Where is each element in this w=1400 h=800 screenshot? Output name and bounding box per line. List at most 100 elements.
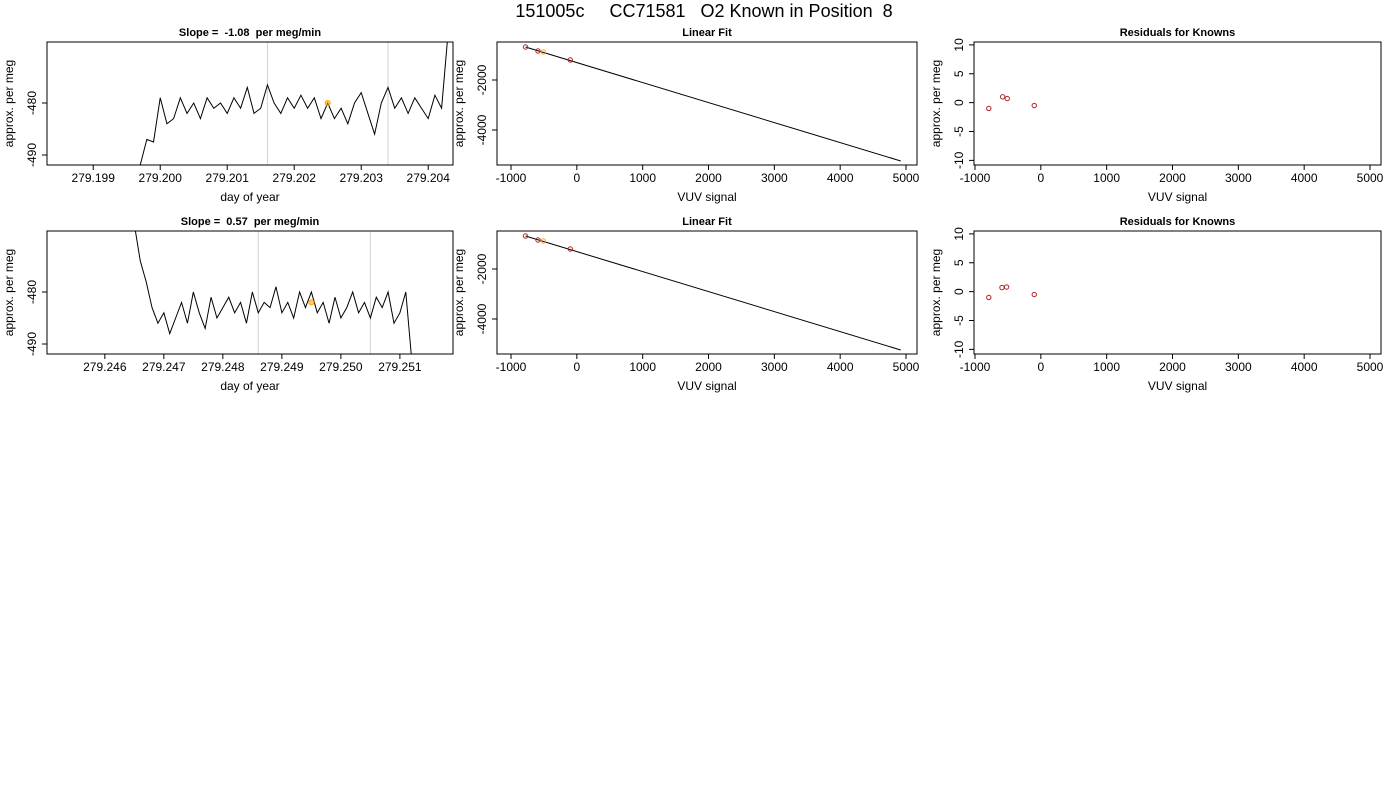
- x-tick-label: -1000: [960, 360, 991, 374]
- x-tick-label: 5000: [1357, 360, 1384, 374]
- x-tick-label: 279.202: [273, 171, 317, 185]
- x-tick-label: 5000: [1357, 171, 1384, 185]
- x-tick-label: 279.201: [206, 171, 250, 185]
- x-tick-label: 1000: [1093, 360, 1120, 374]
- y-tick-label: 10: [952, 38, 966, 52]
- point: [567, 246, 573, 252]
- x-tick-label: -1000: [496, 360, 527, 374]
- point: [1003, 284, 1010, 290]
- y-tick-label: 5: [952, 259, 966, 266]
- plot-frame: [973, 230, 1382, 355]
- point: [999, 94, 1006, 100]
- y-tick-label: -490: [25, 332, 39, 356]
- x-tick-label: 279.200: [139, 171, 183, 185]
- point: [522, 233, 529, 239]
- x-tick-label: 279.247: [142, 360, 186, 374]
- x-tick-label: 3000: [1225, 171, 1252, 185]
- x-axis-label: VUV signal: [1148, 379, 1207, 393]
- x-tick-label: 2000: [1159, 171, 1186, 185]
- plot-frame: [973, 41, 1382, 166]
- x-tick-label: 4000: [1291, 360, 1318, 374]
- x-tick-label: 2000: [695, 171, 722, 185]
- y-axis-label: approx. per meg: [2, 60, 16, 147]
- x-tick-label: 0: [574, 360, 581, 374]
- point: [986, 294, 992, 301]
- x-tick-label: 5000: [893, 171, 920, 185]
- x-tick-label: 1000: [1093, 171, 1120, 185]
- x-tick-label: 4000: [827, 360, 854, 374]
- x-tick-label: 279.199: [72, 171, 116, 185]
- x-axis-label: VUV signal: [677, 379, 736, 393]
- plot-area: [522, 44, 901, 162]
- x-tick-label: 0: [1037, 360, 1044, 374]
- panel: Linear Fit VUV signal approx. per meg -1000…: [452, 216, 920, 393]
- x-tick-label: 279.246: [83, 360, 127, 374]
- x-axis-label: day of year: [220, 379, 279, 393]
- panel-title: Linear Fit: [682, 27, 732, 39]
- y-tick-label: 0: [952, 99, 966, 106]
- point: [999, 284, 1005, 291]
- point: [567, 57, 573, 63]
- x-tick-label: 0: [574, 171, 581, 185]
- point: [522, 44, 529, 50]
- y-axis-label: approx. per meg: [929, 249, 943, 336]
- y-tick-label: 10: [952, 227, 966, 241]
- x-tick-label: 4000: [827, 171, 854, 185]
- y-tick-label: -2000: [475, 253, 489, 284]
- figure-title: 151005c CC71581 O2 Known in Position 8: [515, 1, 892, 21]
- fit-line: [525, 46, 901, 162]
- x-tick-label: 5000: [893, 360, 920, 374]
- x-tick-label: 279.204: [407, 171, 451, 185]
- y-tick-label: -480: [25, 91, 39, 115]
- x-tick-label: 1000: [629, 171, 656, 185]
- plot-area: [986, 284, 1037, 301]
- y-tick-label: -4000: [475, 114, 489, 145]
- x-tick-label: 2000: [695, 360, 722, 374]
- x-tick-label: 279.250: [319, 360, 363, 374]
- x-axis-label: VUV signal: [1148, 190, 1207, 204]
- point: [986, 105, 992, 112]
- panel-title: Residuals for Knowns: [1120, 216, 1236, 228]
- x-tick-label: 279.249: [260, 360, 304, 374]
- x-tick-label: 3000: [761, 171, 788, 185]
- y-axis-label: approx. per meg: [2, 249, 16, 336]
- data-line: [134, 231, 412, 354]
- plot-area: [134, 231, 412, 354]
- plot-area: [522, 233, 901, 351]
- highlight-point: [308, 299, 315, 306]
- y-tick-label: -5: [952, 315, 966, 326]
- y-axis-label: approx. per meg: [452, 249, 466, 336]
- point: [1031, 102, 1037, 109]
- plot-frame: [46, 41, 454, 166]
- x-tick-label: 3000: [761, 360, 788, 374]
- y-tick-label: -5: [952, 126, 966, 137]
- panel: Slope = -1.08 per meg/min day of year appr…: [2, 27, 454, 204]
- x-tick-label: -1000: [960, 171, 991, 185]
- y-tick-label: -4000: [475, 303, 489, 334]
- plot-area: [986, 94, 1037, 112]
- panel: Residuals for Knowns VUV signal approx. pe…: [929, 216, 1384, 393]
- point: [535, 48, 541, 54]
- x-tick-label: -1000: [496, 171, 527, 185]
- point: [1031, 291, 1037, 298]
- y-tick-label: 5: [952, 70, 966, 77]
- x-tick-label: 3000: [1225, 360, 1252, 374]
- x-tick-label: 279.248: [201, 360, 245, 374]
- data-line: [139, 42, 448, 165]
- y-axis-label: approx. per meg: [929, 60, 943, 147]
- x-tick-label: 279.203: [340, 171, 384, 185]
- y-tick-label: -2000: [475, 64, 489, 95]
- y-tick-label: 0: [952, 288, 966, 295]
- panel-title: Slope = 0.57 per meg/min: [181, 216, 320, 228]
- plot-area: [139, 42, 448, 165]
- panel-title: Linear Fit: [682, 216, 732, 228]
- y-tick-label: -10: [952, 151, 966, 169]
- x-tick-label: 2000: [1159, 360, 1186, 374]
- x-axis-label: day of year: [220, 190, 279, 204]
- panel: Residuals for Knowns VUV signal approx. pe…: [929, 27, 1384, 204]
- panel: Linear Fit VUV signal approx. per meg -1000…: [452, 27, 920, 204]
- point: [540, 49, 546, 55]
- plot-frame: [496, 230, 918, 355]
- y-tick-label: -490: [25, 143, 39, 167]
